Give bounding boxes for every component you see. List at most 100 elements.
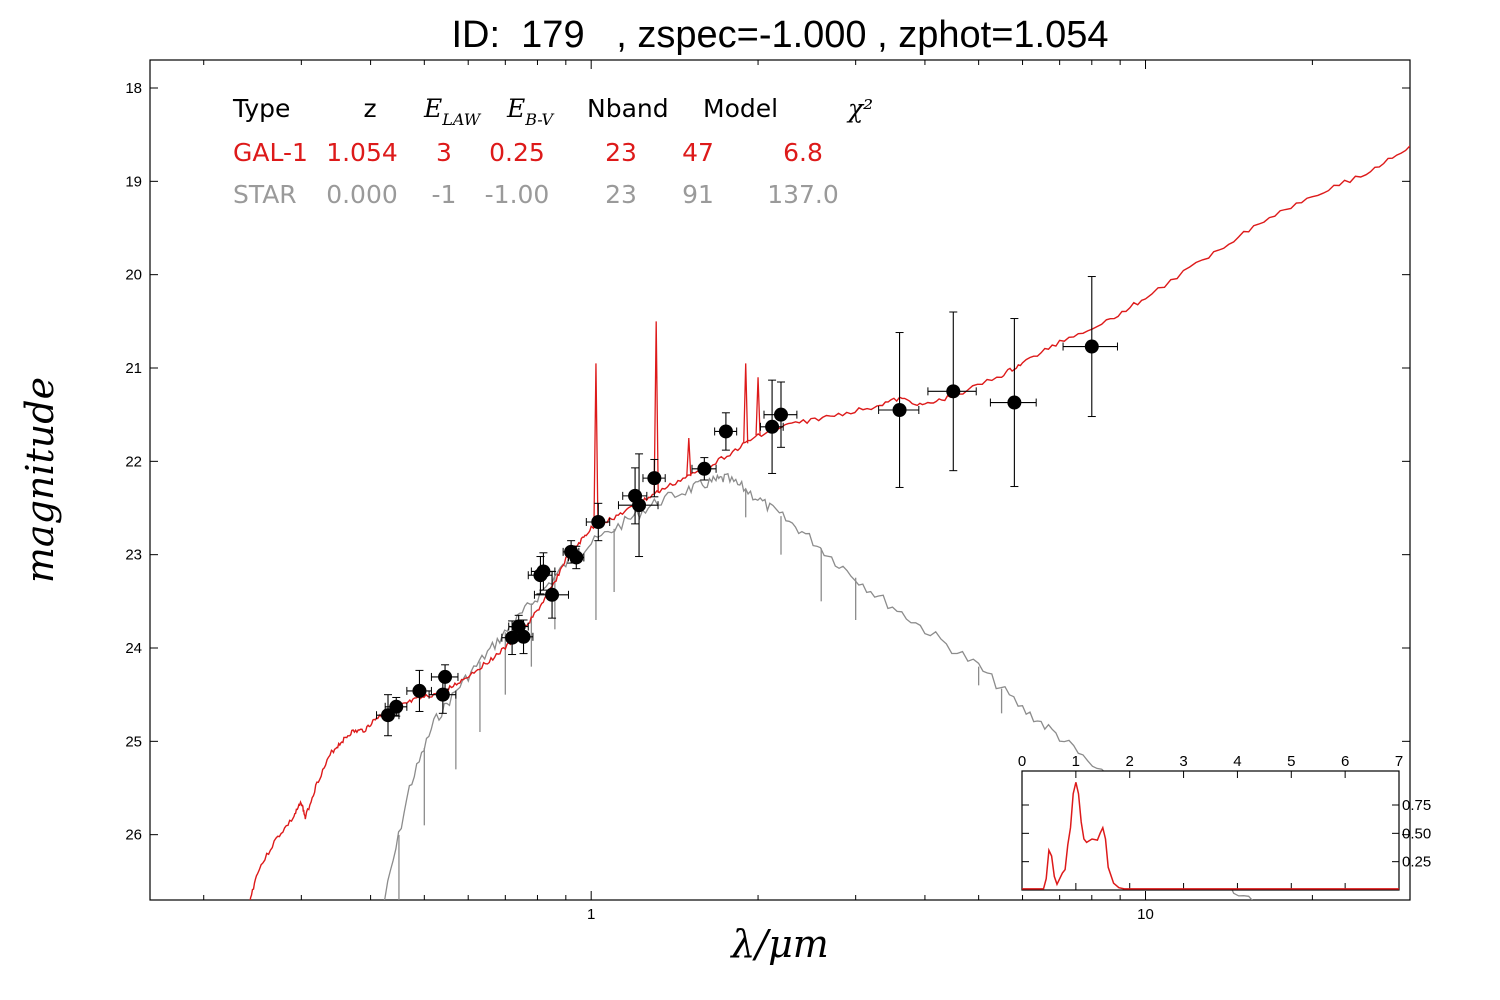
photometry-point xyxy=(989,318,1037,488)
table-cell-r1-c1: 0.000 xyxy=(326,180,398,209)
table-cell-r0-c2: 3 xyxy=(436,138,452,167)
data-marker xyxy=(505,630,520,645)
photometry-point xyxy=(927,311,977,472)
data-marker xyxy=(1007,395,1022,410)
galaxy-model-curve xyxy=(249,145,1410,900)
photometry-point xyxy=(1062,276,1118,418)
data-marker xyxy=(389,699,404,714)
inset-x-tick-label-5: 5 xyxy=(1287,753,1295,770)
galaxy-emission-line xyxy=(755,377,761,436)
data-marker xyxy=(632,498,647,513)
data-marker xyxy=(697,461,712,476)
inset-x-tick-label-0: 0 xyxy=(1018,753,1026,770)
galaxy-model-group xyxy=(249,145,1410,900)
data-marker xyxy=(946,384,961,399)
galaxy-emission-line xyxy=(743,363,749,444)
data-marker xyxy=(591,515,606,529)
table-header-4: Nband xyxy=(587,94,669,123)
photometry-point xyxy=(513,619,534,655)
table-header-1: z xyxy=(363,94,376,123)
data-marker xyxy=(569,550,584,565)
data-marker xyxy=(718,424,733,439)
photometry-point xyxy=(763,381,798,448)
data-marker xyxy=(536,564,551,579)
chart-title: ID: 179 , zspec=-1.000 , zphot=1.054 xyxy=(451,14,1109,56)
inset-x-tick-label-7: 7 xyxy=(1395,753,1403,770)
photometry-point xyxy=(714,412,738,451)
galaxy-emission-line xyxy=(593,363,599,527)
photometry-point xyxy=(759,379,784,474)
inset-x-tick-label-1: 1 xyxy=(1072,753,1080,770)
x-tick-label-10: 10 xyxy=(1137,906,1154,923)
photometry-point xyxy=(585,502,611,542)
y-tick-label-21: 21 xyxy=(125,360,142,377)
inset-y-tick-label-0.75: 0.75 xyxy=(1402,797,1431,814)
data-marker xyxy=(647,471,662,486)
galaxy-emission-line xyxy=(686,437,692,477)
data-marker xyxy=(892,403,907,417)
data-marker xyxy=(765,419,780,434)
y-tick-label-23: 23 xyxy=(125,547,142,564)
data-marker xyxy=(516,629,531,644)
table-cell-r0-c4: 23 xyxy=(605,138,637,167)
table-cell-r1-c6: 137.0 xyxy=(767,180,839,209)
table-cell-r0-c0: GAL-1 xyxy=(233,138,308,167)
table-cell-r0-c5: 47 xyxy=(682,138,714,167)
photometry-point xyxy=(384,696,408,717)
table-cell-r1-c0: STAR xyxy=(233,180,297,209)
y-tick-label-24: 24 xyxy=(125,640,142,657)
y-tick-label-19: 19 xyxy=(125,173,142,190)
table-header-2: ELAW xyxy=(423,94,482,129)
data-marker xyxy=(412,683,427,698)
inset-frame xyxy=(1021,770,1400,891)
photometry-point xyxy=(533,570,569,619)
photometry-point xyxy=(691,457,717,481)
y-tick-label-20: 20 xyxy=(125,267,142,284)
photometry-point xyxy=(430,664,459,690)
star-model-group xyxy=(383,472,1253,900)
inset-x-tick-label-2: 2 xyxy=(1126,753,1134,770)
galaxy-emission-line xyxy=(653,321,659,494)
table-cell-r1-c5: 91 xyxy=(682,180,714,209)
table-header-0: Type xyxy=(232,94,290,123)
data-marker xyxy=(545,587,560,602)
table-header-3: EB-V xyxy=(506,94,555,129)
table-cell-r1-c4: 23 xyxy=(605,180,637,209)
data-marker xyxy=(773,407,788,422)
table-cell-r1-c3: -1.00 xyxy=(485,180,550,209)
inset-x-tick-label-4: 4 xyxy=(1233,753,1241,770)
table-header-chi2: χ² xyxy=(846,94,873,123)
inset-y-tick-label-0.50: 0.50 xyxy=(1402,825,1431,842)
pdz-inset: 0 1 2 3 4 5 6 7 0.25 0.50 0.75 xyxy=(1018,753,1431,891)
y-tick-label-25: 25 xyxy=(125,733,142,750)
table-cell-r0-c3: 0.25 xyxy=(489,138,545,167)
fit-results-table: Type z ELAW EB-V Nband Model χ² GAL-1 1.054 3 0.25… xyxy=(232,94,873,209)
table-cell-r0-c6: 6.8 xyxy=(783,138,823,167)
table-header-5: Model xyxy=(703,94,778,123)
inset-y-tick-label-0.25: 0.25 xyxy=(1402,854,1431,871)
photometry-point xyxy=(617,453,659,558)
x-axis-label: λ/μm xyxy=(731,922,829,966)
inset-x-tick-label-3: 3 xyxy=(1179,753,1187,770)
y-tick-label-18: 18 xyxy=(125,80,142,97)
y-tick-label-22: 22 xyxy=(125,453,142,470)
photometry-points xyxy=(376,276,1118,737)
data-marker xyxy=(435,687,450,702)
inset-x-tick-label-6: 6 xyxy=(1341,753,1349,770)
pdz-curve xyxy=(1022,782,1399,890)
plot-frame xyxy=(149,59,1411,901)
y-tick-label-26: 26 xyxy=(125,827,142,844)
photometry-point xyxy=(428,675,457,714)
photometry-point xyxy=(406,669,432,712)
photometry-point xyxy=(567,545,585,570)
photometry-point xyxy=(878,332,920,488)
data-marker xyxy=(438,669,453,684)
data-marker xyxy=(1084,339,1099,354)
table-cell-r1-c2: -1 xyxy=(432,180,457,209)
table-cell-r0-c1: 1.054 xyxy=(326,138,398,167)
star-model-curve xyxy=(383,472,1253,900)
x-tick-label-1: 1 xyxy=(587,906,595,923)
photometry-point xyxy=(642,458,666,498)
